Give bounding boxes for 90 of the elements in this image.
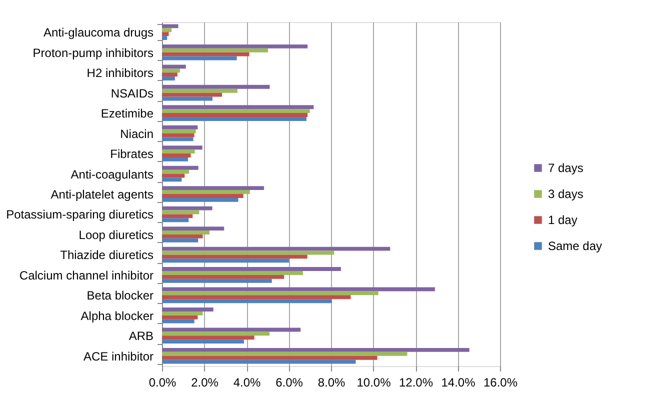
- bar: [162, 72, 178, 77]
- y-tick-label: Anti-platelet agents: [50, 188, 154, 202]
- y-tick-label: Niacin: [120, 126, 154, 141]
- legend-label: 7 days: [548, 161, 584, 175]
- bar: [162, 186, 264, 190]
- bar: [162, 24, 178, 28]
- legend-label: 1 day: [548, 213, 578, 227]
- x-tick-label: 2.0%: [191, 376, 219, 390]
- bar: [162, 336, 254, 340]
- bar: [162, 52, 250, 56]
- bar: [162, 146, 202, 150]
- x-tick-label: 14.0%: [441, 376, 476, 390]
- bar: [162, 125, 198, 130]
- y-tick-label: Fibrates: [110, 147, 154, 162]
- bar: [162, 88, 238, 93]
- x-tick-label: 0.0%: [148, 376, 176, 390]
- bar: [162, 299, 332, 304]
- bar: [162, 170, 190, 174]
- legend-label: Same day: [548, 239, 602, 253]
- bar: [162, 295, 351, 300]
- bar: [162, 234, 203, 238]
- bar: [162, 194, 244, 198]
- bar: [162, 360, 356, 364]
- bar: [162, 178, 182, 182]
- y-tick-label: Beta blocker: [86, 288, 154, 303]
- bar: [162, 166, 198, 170]
- y-tick-label: Anti-glaucoma drugs: [43, 26, 154, 40]
- x-tick-label: 12.0%: [398, 376, 434, 390]
- bar: [162, 48, 268, 52]
- bar: [162, 84, 270, 89]
- bar: [162, 109, 310, 114]
- x-tick-label: 8.0%: [318, 376, 346, 390]
- y-tick-label: Alpha blocker: [80, 308, 154, 323]
- legend-label: 3 days: [548, 187, 584, 201]
- bar: [162, 129, 196, 134]
- bar: [162, 157, 188, 162]
- bar: [162, 274, 284, 279]
- bar: [162, 226, 224, 231]
- y-tick-label: Loop diuretics: [78, 228, 154, 242]
- bar: [162, 238, 198, 242]
- bar: [162, 137, 194, 142]
- y-tick-label: Thiazide diuretics: [60, 248, 154, 262]
- bar: [162, 44, 308, 48]
- y-tick-label: Proton-pump inhibitors: [32, 46, 154, 60]
- bar: [162, 332, 270, 336]
- bar: [162, 340, 244, 344]
- bar: [162, 68, 180, 73]
- x-tick-label: 4.0%: [233, 376, 261, 390]
- bar: [162, 230, 210, 234]
- y-tick-label: Potassium-sparing diuretics: [6, 208, 154, 222]
- bar: [162, 258, 289, 263]
- bar: [162, 76, 175, 80]
- y-tick-label: Calcium channel inhibitor: [19, 268, 154, 282]
- bar: [162, 150, 195, 154]
- bar: [162, 356, 378, 360]
- bar: [162, 154, 191, 158]
- y-tick-label: Ezetimibe: [100, 106, 154, 121]
- bar: [162, 270, 303, 275]
- bar: [162, 311, 203, 316]
- bar: [162, 36, 168, 40]
- bar: [162, 352, 408, 356]
- bar: [162, 64, 186, 69]
- x-tick-label: 6.0%: [276, 376, 304, 390]
- bar: [162, 278, 272, 283]
- bar: [162, 246, 390, 251]
- bar: [162, 32, 169, 36]
- bar: [162, 348, 470, 352]
- bar: [162, 190, 250, 194]
- bar: [162, 218, 189, 222]
- y-tick-label: ARB: [128, 329, 154, 344]
- bar: [162, 92, 222, 97]
- x-tick-label: 10.0%: [356, 376, 392, 390]
- y-tick-label: ACE inhibitor: [83, 349, 154, 364]
- bar: [162, 198, 238, 202]
- bar: [162, 105, 314, 110]
- bar: [162, 28, 172, 32]
- bar: [162, 117, 306, 121]
- bar: [162, 319, 194, 324]
- bar: [162, 308, 214, 312]
- bar: [162, 254, 308, 259]
- y-tick-label: NSAIDs: [110, 86, 154, 100]
- x-tick-label: 16.0%: [483, 376, 518, 390]
- y-tick-label: H2 inhibitors: [86, 66, 154, 80]
- bar: [162, 214, 193, 218]
- bar: [162, 113, 308, 118]
- bar: [162, 267, 341, 271]
- bar: [162, 291, 378, 296]
- bar: [162, 315, 198, 320]
- bar: [162, 206, 212, 210]
- y-tick-label: Anti-coagulants: [70, 167, 154, 182]
